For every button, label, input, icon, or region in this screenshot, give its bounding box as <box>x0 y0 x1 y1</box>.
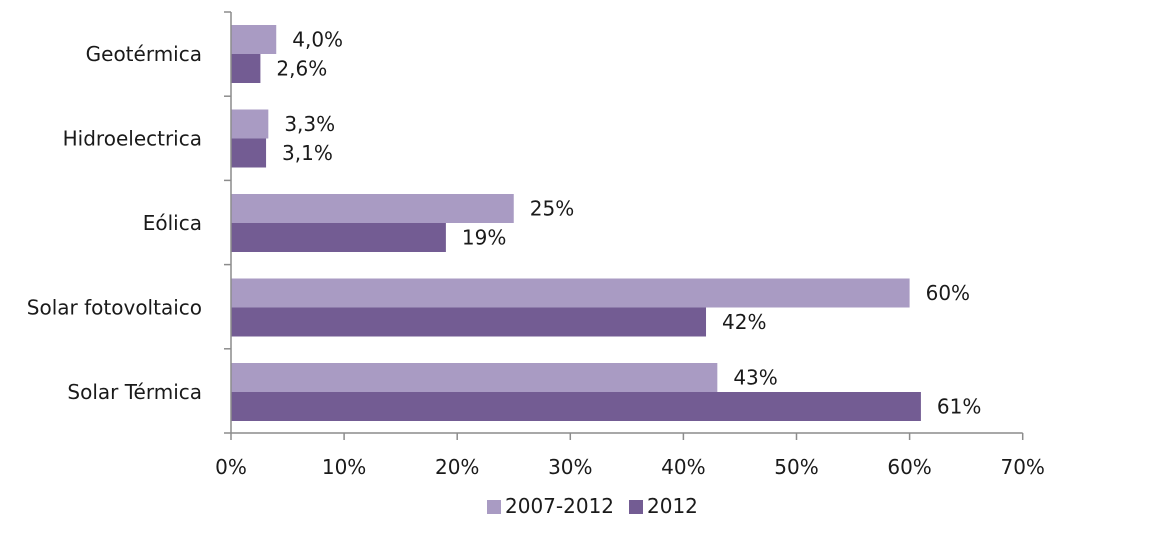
bar-series2-3 <box>231 307 707 337</box>
data-label: 42% <box>722 310 766 334</box>
x-tick-label: 50% <box>774 455 818 479</box>
data-label: 61% <box>937 395 981 419</box>
category-label: Eólica <box>143 211 202 235</box>
x-tick-label: 0% <box>215 455 247 479</box>
category-label: Solar fotovoltaico <box>27 296 202 320</box>
bar-series1-2 <box>231 194 514 223</box>
data-label: 2,6% <box>276 57 327 81</box>
category-label: Geotérmica <box>86 42 202 66</box>
legend-label: 2012 <box>647 494 698 518</box>
value-labels-layer: 4,0% 2,6% 3,3% 3,1% 25% 19% 60% 42% 43% 61% <box>276 28 981 419</box>
category-labels-layer: Geotérmica Hidroelectrica Eólica Solar foto… <box>27 42 202 404</box>
data-label: 4,0% <box>292 28 343 52</box>
legend-label: 2007-2012 <box>505 494 614 518</box>
x-tick-label: 30% <box>548 455 592 479</box>
bar-series2-2 <box>231 223 446 252</box>
category-label: Solar Térmica <box>67 380 202 404</box>
bar-series1-1 <box>231 109 269 139</box>
legend-swatch <box>629 500 643 514</box>
data-label: 3,3% <box>284 112 335 136</box>
x-tick-label: 60% <box>887 455 931 479</box>
data-label: 43% <box>733 366 777 390</box>
bar-series2-0 <box>231 54 261 83</box>
data-label: 19% <box>462 226 506 250</box>
data-label: 25% <box>530 197 574 221</box>
legend: 2007-2012 2012 <box>487 494 698 518</box>
bar-series1-3 <box>231 278 910 308</box>
x-tick-label: 70% <box>1000 455 1044 479</box>
axes-layer: 0% 10% 20% 30% 40% 50% 60% 70% <box>215 11 1045 479</box>
bar-series2-4 <box>231 392 921 421</box>
bar-series1-4 <box>231 363 718 392</box>
bar-series2-1 <box>231 138 267 168</box>
bars-layer <box>231 25 921 421</box>
bar-series1-0 <box>231 25 277 54</box>
x-tick-label: 40% <box>661 455 705 479</box>
category-label: Hidroelectrica <box>63 127 202 151</box>
legend-swatch <box>487 500 501 514</box>
x-tick-label: 20% <box>435 455 479 479</box>
data-label: 60% <box>926 281 970 305</box>
x-tick-label: 10% <box>322 455 366 479</box>
data-label: 3,1% <box>282 141 333 165</box>
